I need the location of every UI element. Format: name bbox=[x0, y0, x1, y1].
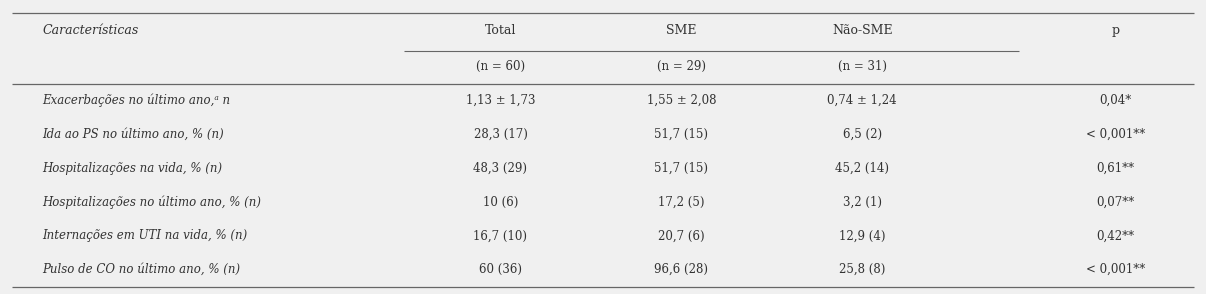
Text: 10 (6): 10 (6) bbox=[482, 196, 519, 209]
Text: Hospitalizações na vida, % (n): Hospitalizações na vida, % (n) bbox=[42, 162, 222, 175]
Text: 12,9 (4): 12,9 (4) bbox=[839, 229, 885, 243]
Text: Internações em UTI na vida, % (n): Internações em UTI na vida, % (n) bbox=[42, 229, 247, 243]
Text: 6,5 (2): 6,5 (2) bbox=[843, 128, 882, 141]
Text: 51,7 (15): 51,7 (15) bbox=[655, 128, 708, 141]
Text: 96,6 (28): 96,6 (28) bbox=[655, 263, 708, 276]
Text: 1,55 ± 2,08: 1,55 ± 2,08 bbox=[646, 94, 716, 107]
Text: p: p bbox=[1112, 24, 1119, 37]
Text: 0,07**: 0,07** bbox=[1096, 196, 1135, 209]
Text: 3,2 (1): 3,2 (1) bbox=[843, 196, 882, 209]
Text: 0,04*: 0,04* bbox=[1100, 94, 1131, 107]
Text: 51,7 (15): 51,7 (15) bbox=[655, 162, 708, 175]
Text: Exacerbações no último ano,ᵃ n: Exacerbações no último ano,ᵃ n bbox=[42, 94, 230, 107]
Text: 25,8 (8): 25,8 (8) bbox=[839, 263, 885, 276]
Text: Características: Características bbox=[42, 24, 139, 37]
Text: 0,74 ± 1,24: 0,74 ± 1,24 bbox=[827, 94, 897, 107]
Text: Pulso de CO no último ano, % (n): Pulso de CO no último ano, % (n) bbox=[42, 263, 240, 276]
Text: Não-SME: Não-SME bbox=[832, 24, 892, 37]
Text: (n = 60): (n = 60) bbox=[476, 60, 525, 73]
Text: 0,42**: 0,42** bbox=[1096, 229, 1135, 243]
Text: 60 (36): 60 (36) bbox=[479, 263, 522, 276]
Text: 1,13 ± 1,73: 1,13 ± 1,73 bbox=[466, 94, 535, 107]
Text: 45,2 (14): 45,2 (14) bbox=[836, 162, 889, 175]
Text: 48,3 (29): 48,3 (29) bbox=[474, 162, 527, 175]
Text: 16,7 (10): 16,7 (10) bbox=[474, 229, 527, 243]
Text: 20,7 (6): 20,7 (6) bbox=[658, 229, 704, 243]
Text: 28,3 (17): 28,3 (17) bbox=[474, 128, 527, 141]
Text: 0,61**: 0,61** bbox=[1096, 162, 1135, 175]
Text: Hospitalizações no último ano, % (n): Hospitalizações no último ano, % (n) bbox=[42, 196, 262, 209]
Text: SME: SME bbox=[666, 24, 697, 37]
Text: (n = 31): (n = 31) bbox=[838, 60, 886, 73]
Text: (n = 29): (n = 29) bbox=[657, 60, 706, 73]
Text: < 0,001**: < 0,001** bbox=[1085, 263, 1146, 276]
Text: Total: Total bbox=[485, 24, 516, 37]
Text: Ida ao PS no último ano, % (n): Ida ao PS no último ano, % (n) bbox=[42, 128, 224, 141]
Text: 17,2 (5): 17,2 (5) bbox=[658, 196, 704, 209]
Text: < 0,001**: < 0,001** bbox=[1085, 128, 1146, 141]
